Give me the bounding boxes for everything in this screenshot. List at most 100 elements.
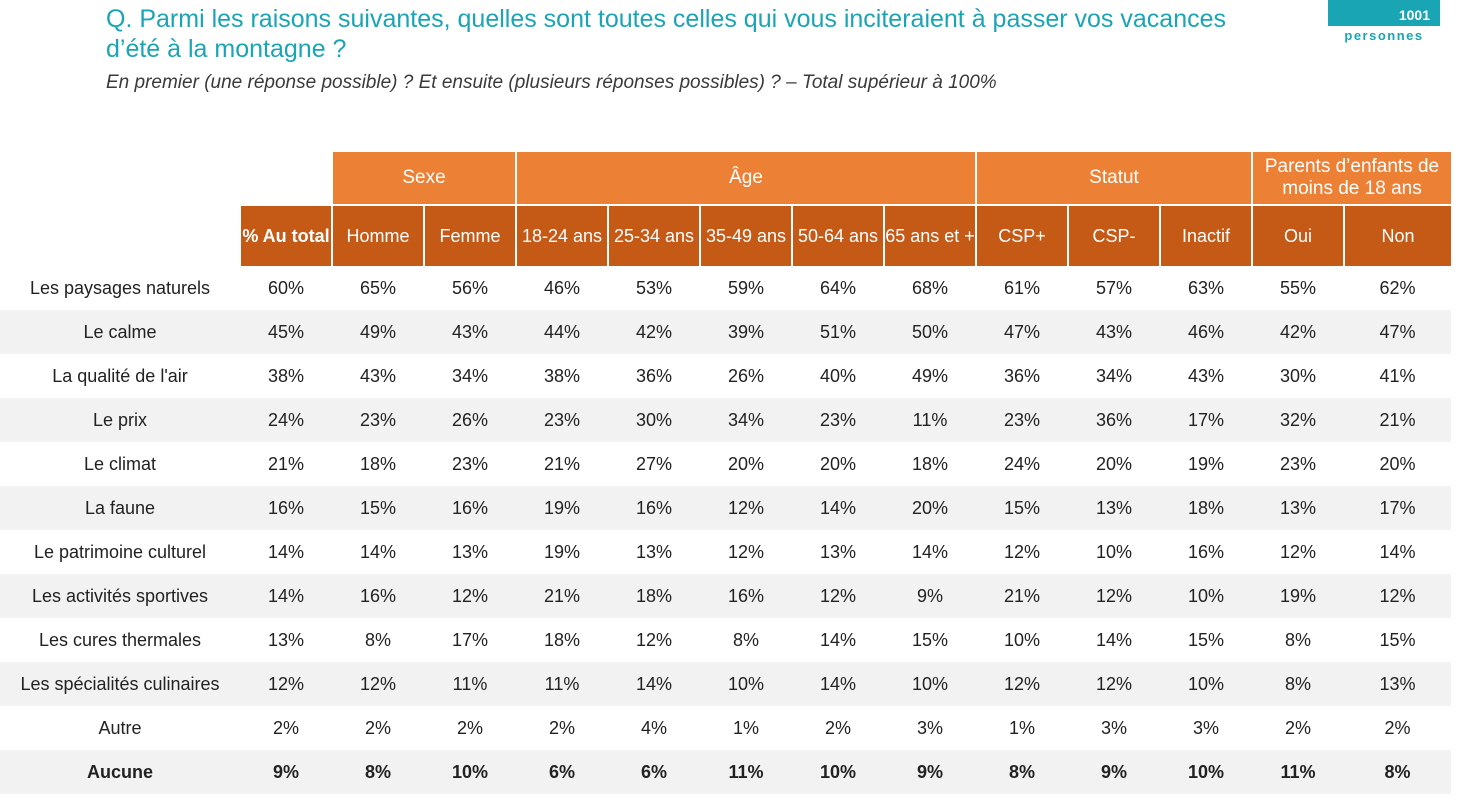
cell-value: 23% [451,453,489,474]
cell-value: 9% [884,574,976,618]
cell-value: 51% [792,310,884,354]
badge-label: personnes [1344,28,1424,43]
cell-value: 23% [516,398,608,442]
cell-total: 12% [240,662,332,706]
cell-value: 24% [1003,453,1041,474]
column-header-csp: CSP- [1067,204,1160,266]
cell-value: 6% [516,750,608,794]
group-header-row: Sexe Âge Statut Parents d’enfants de moins … [0,152,1451,205]
row-label: Les paysages naturels [29,277,211,298]
cell-value: 20% [1095,453,1133,474]
cell-value: 13% [1344,662,1451,706]
cell-value: 14% [911,541,949,562]
cell-value: 14% [819,629,857,650]
cell-value: 57% [1095,277,1133,298]
cell-value: 36% [1003,365,1041,386]
column-header-homme: Homme [331,204,424,266]
cell-value: 18% [1160,486,1252,530]
question-subtitle: En premier (une réponse possible) ? Et e… [106,72,997,93]
cell-value: 53% [635,277,673,298]
cell-value: 20% [727,453,765,474]
cell-value: 44% [516,310,608,354]
cell-value: 10% [884,662,976,706]
cell-value: 12% [1068,662,1160,706]
cell-value: 10% [1095,541,1133,562]
cell-value: 10% [1003,629,1041,650]
cell-value: 12% [424,574,516,618]
group-header-age: Âge [515,152,977,205]
column-header-35-49-ans: 35-49 ans [699,204,792,266]
cell-value: 63% [1187,277,1225,298]
cell-value: 21% [1344,398,1451,442]
cell-value: 18% [608,574,700,618]
cell-total: 16% [240,486,332,530]
cell-value: 49% [332,310,424,354]
cell-value: 10% [424,750,516,794]
cell-value: 20% [819,453,857,474]
cell-value: 14% [1379,541,1416,562]
cell-value: 17% [1344,486,1451,530]
cell-value: 11% [884,398,976,442]
cell-value: 15% [976,486,1068,530]
row-label: Aucune [0,750,240,794]
column-header-blank [0,205,240,266]
group-header-statut: Statut [975,152,1253,205]
column-header-non: Non [1343,204,1451,266]
column-header-total: % Au total [239,204,332,266]
cell-value: 14% [792,486,884,530]
cell-value: 9% [884,750,976,794]
cell-value: 26% [424,398,516,442]
cell-total: 2% [272,717,299,738]
cell-value: 20% [1379,453,1416,474]
cell-value: 2% [1284,717,1311,738]
cell-value: 21% [516,574,608,618]
cell-value: 16% [700,574,792,618]
cell-value: 11% [1252,750,1344,794]
cell-value: 8% [1344,750,1451,794]
cell-value: 11% [424,662,516,706]
cell-value: 3% [1100,717,1127,738]
cell-value: 11% [700,750,792,794]
cell-value: 13% [635,541,673,562]
group-header-blank [0,152,332,205]
cell-value: 12% [1344,574,1451,618]
cell-value: 34% [1095,365,1133,386]
row-label: La qualité de l'air [52,365,188,386]
table-row: Le patrimoine culturel 14% 14% 13% 19% 13% 12%… [0,530,1451,574]
cell-value: 1% [732,717,759,738]
cell-value: 8% [732,629,759,650]
cell-value: 15% [1379,629,1416,650]
cell-value: 4% [640,717,667,738]
cell-value: 20% [884,486,976,530]
column-header-18-24-ans: 18-24 ans [515,204,608,266]
cell-total: 21% [267,453,305,474]
group-header-parents-d-enfants-de: Parents d’enfants de moins de 18 ans [1251,152,1451,205]
cell-value: 23% [792,398,884,442]
cell-value: 9% [1068,750,1160,794]
cell-value: 11% [516,662,608,706]
cell-value: 30% [608,398,700,442]
cell-value: 18% [543,629,581,650]
cell-value: 19% [543,541,581,562]
cell-total: 24% [240,398,332,442]
row-label: Les cures thermales [38,629,202,650]
cell-value: 2% [364,717,391,738]
cell-value: 64% [819,277,857,298]
table-row: Autre 2% 2% 2% 2% 4% 1% 2% 3% 1% 3% 3% 2% 2% [0,706,1451,750]
cell-value: 8% [332,750,424,794]
cell-value: 56% [451,277,489,298]
table-row: La qualité de l'air 38% 43% 34% 38% 36% 26% 40%… [0,354,1451,398]
cell-value: 15% [1187,629,1225,650]
cell-value: 15% [332,486,424,530]
cell-value: 43% [424,310,516,354]
cell-value: 12% [976,662,1068,706]
cell-value: 18% [359,453,397,474]
cell-value: 18% [911,453,949,474]
row-label: Autre [98,717,142,738]
cell-total: 13% [267,629,305,650]
question-title: Q. Parmi les raisons suivantes, quelles … [106,5,1226,63]
cell-value: 17% [451,629,489,650]
cell-value: 1% [1008,717,1035,738]
cell-value: 19% [516,486,608,530]
cell-value: 26% [727,365,765,386]
